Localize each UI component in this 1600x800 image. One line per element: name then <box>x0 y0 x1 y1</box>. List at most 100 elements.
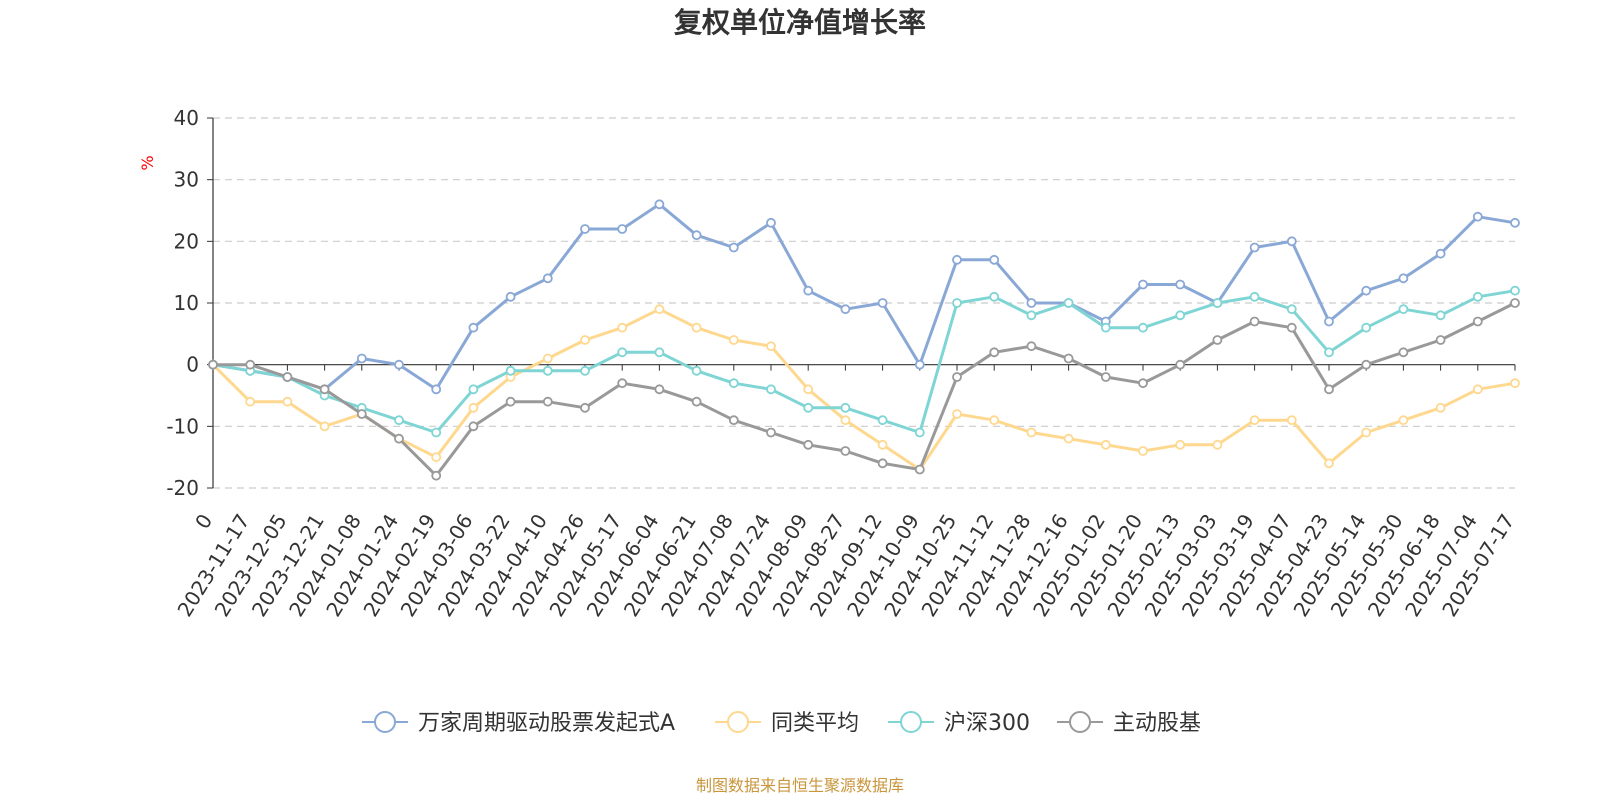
data-point <box>728 242 739 253</box>
legend-item-3[interactable]: 主动股基 <box>1057 711 1201 736</box>
data-point <box>468 402 479 413</box>
data-point <box>654 199 665 210</box>
data-point <box>877 458 888 469</box>
data-point <box>840 304 851 315</box>
data-point <box>617 378 628 389</box>
legend-marker <box>374 711 396 733</box>
data-point <box>803 384 814 395</box>
grid-lines <box>213 117 1515 489</box>
data-point <box>1398 304 1409 315</box>
data-point <box>654 347 665 358</box>
data-point <box>1100 439 1111 450</box>
x-tick-label: 0 <box>190 510 217 534</box>
data-point <box>1510 298 1520 308</box>
legend-item-0[interactable]: 万家周期驱动股票发起式A <box>362 711 675 736</box>
data-point <box>766 341 776 352</box>
data-point <box>1510 217 1520 228</box>
legend-marker <box>1069 711 1091 733</box>
data-point <box>1435 402 1446 413</box>
legend-label: 同类平均 <box>771 711 859 736</box>
data-point <box>505 365 516 376</box>
data-point <box>1472 211 1483 222</box>
data-point <box>952 298 962 308</box>
legend-marker <box>727 711 749 733</box>
data-point <box>1212 298 1223 308</box>
data-point <box>1175 279 1186 290</box>
data-point <box>989 415 1000 426</box>
data-point <box>1398 273 1409 284</box>
data-point <box>1249 242 1260 253</box>
series-line <box>211 202 1517 391</box>
series-3 <box>208 298 1520 481</box>
legend-label: 主动股基 <box>1113 711 1201 736</box>
data-point <box>877 298 888 308</box>
data-point <box>1026 310 1037 321</box>
data-point <box>1286 415 1297 426</box>
data-point <box>617 347 628 358</box>
data-point <box>840 446 851 456</box>
legend-item-1[interactable]: 同类平均 <box>715 711 859 736</box>
data-point <box>1472 291 1483 302</box>
axes <box>207 117 1516 489</box>
data-point <box>1175 310 1186 321</box>
data-point <box>1212 439 1223 450</box>
y-tick-labels: -20 -10 0 10 20 30 40 <box>166 106 199 500</box>
legend-item-2[interactable]: 沪深300 <box>888 711 1030 736</box>
data-point <box>542 353 553 364</box>
data-point <box>1286 322 1297 333</box>
data-source-note: 制图数据来自恒生聚源数据库 <box>696 776 904 795</box>
y-tick-label: -10 <box>166 414 199 438</box>
data-point <box>877 415 888 426</box>
data-point <box>356 353 367 364</box>
data-point <box>1249 291 1260 302</box>
data-point <box>1324 384 1334 395</box>
data-point <box>989 254 1000 265</box>
data-point <box>1212 335 1223 345</box>
data-point <box>1063 433 1074 444</box>
data-point <box>728 378 739 389</box>
data-point <box>1286 236 1297 247</box>
data-point <box>394 415 404 426</box>
data-point <box>505 396 516 407</box>
data-point <box>245 396 256 407</box>
data-point <box>1472 384 1483 395</box>
data-point <box>1286 304 1297 315</box>
y-tick-label: 20 <box>174 229 199 253</box>
data-point <box>1435 335 1446 345</box>
data-point <box>1026 427 1037 438</box>
data-point <box>1435 248 1446 259</box>
data-point <box>1100 372 1111 382</box>
data-point <box>803 439 814 450</box>
y-tick-label: 10 <box>174 291 199 315</box>
data-point <box>1510 285 1520 296</box>
data-point <box>1138 378 1148 389</box>
data-point <box>766 217 776 228</box>
data-point <box>840 415 851 426</box>
y-tick-label: 40 <box>174 106 199 130</box>
data-point <box>431 452 442 463</box>
data-point <box>1249 415 1260 426</box>
data-point <box>691 396 702 407</box>
data-point <box>1100 322 1111 333</box>
series-line <box>211 301 1517 478</box>
data-point <box>1510 378 1520 389</box>
data-point <box>245 359 256 370</box>
data-point <box>654 304 665 315</box>
data-point <box>617 224 628 234</box>
legend-label: 万家周期驱动股票发起式A <box>418 711 675 736</box>
series-lines <box>208 199 1520 481</box>
data-point <box>542 396 553 407</box>
y-axis-unit: % <box>138 155 157 170</box>
data-point <box>766 427 776 438</box>
data-point <box>468 421 479 432</box>
data-point <box>319 421 330 432</box>
data-point <box>208 359 218 370</box>
data-point <box>728 335 739 345</box>
data-point <box>766 384 776 395</box>
data-point <box>1175 439 1186 450</box>
data-point <box>1138 322 1148 333</box>
data-point <box>803 285 814 296</box>
data-point <box>877 439 888 450</box>
chart-title: 复权单位净值增长率 <box>674 6 926 39</box>
data-point <box>1138 446 1148 456</box>
